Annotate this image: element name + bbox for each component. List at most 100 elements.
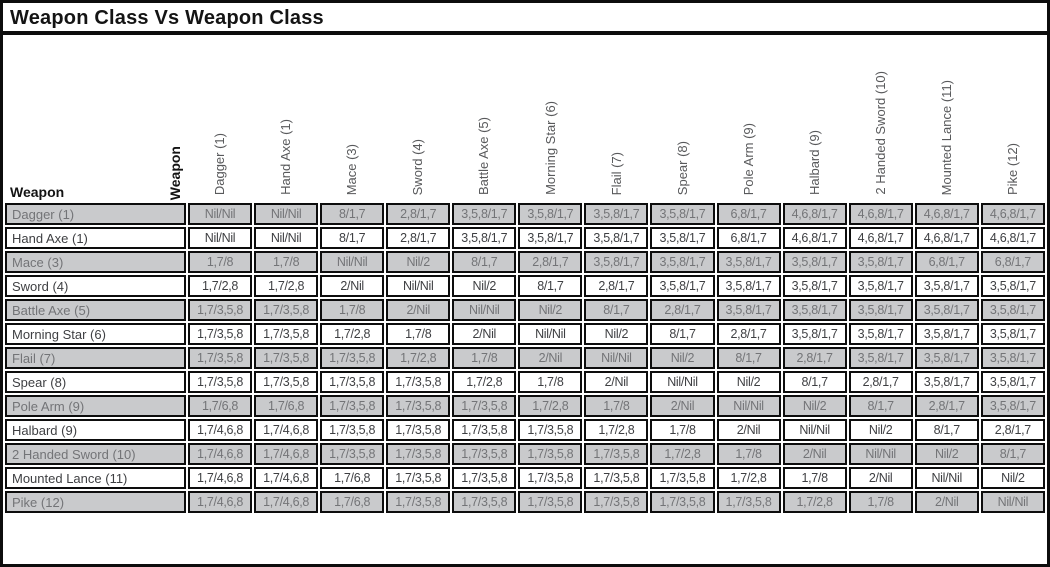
matchup-cell-hand-axe-1-vs-battle-axe-5: 3,5,8/1,7 bbox=[452, 227, 517, 249]
matchup-cell-pike-12-vs-sword-4: 1,7/3,5,8 bbox=[386, 491, 451, 513]
matchup-cell-2-handed-sword-10-vs-sword-4: 1,7/3,5,8 bbox=[386, 443, 451, 465]
matchup-cell-mace-3-vs-battle-axe-5: 8/1,7 bbox=[452, 251, 517, 273]
row-header-flail-7: Flail (7) bbox=[5, 347, 186, 369]
matchup-cell-sword-4-vs-morning-star-6: 8/1,7 bbox=[518, 275, 583, 297]
matchup-cell-spear-8-vs-2-handed-sword-10: 2,8/1,7 bbox=[848, 371, 913, 393]
matchup-cell-morning-star-6-vs-pole-arm-9: 2,8/1,7 bbox=[716, 323, 781, 345]
matchup-cell-halbard-9-vs-pole-arm-9: 2/Nil bbox=[716, 419, 781, 441]
matchup-cell-pike-12-vs-mounted-lance-11: 2/Nil bbox=[914, 491, 979, 513]
matchup-cell-flail-7-vs-dagger-1: 1,7/3,5,8 bbox=[188, 347, 253, 369]
matchup-cell-morning-star-6-vs-hand-axe-1: 1,7/3,5,8 bbox=[254, 323, 319, 345]
matchup-cell-battle-axe-5-vs-pole-arm-9: 3,5,8/1,7 bbox=[716, 299, 781, 321]
matchup-cell-flail-7-vs-pike-12: 3,5,8/1,7 bbox=[980, 347, 1045, 369]
matchup-cell-flail-7-vs-sword-4: 1,7/2,8 bbox=[386, 347, 451, 369]
column-header-row: Weapon Weapon Dagger (1) Hand Axe (1) Mace… bbox=[5, 37, 1045, 201]
matchup-cell-sword-4-vs-mounted-lance-11: 3,5,8/1,7 bbox=[914, 275, 979, 297]
matchup-cell-battle-axe-5-vs-flail-7: 8/1,7 bbox=[584, 299, 649, 321]
matchup-cell-dagger-1-vs-pike-12: 4,6,8/1,7 bbox=[980, 203, 1045, 225]
table-row-sword-4: Sword (4) 1,7/2,8 1,7/2,8 2/Nil Nil/Nil Nil/2… bbox=[5, 275, 1045, 297]
matchup-cell-spear-8-vs-hand-axe-1: 1,7/3,5,8 bbox=[254, 371, 319, 393]
matchup-cell-dagger-1-vs-morning-star-6: 3,5,8/1,7 bbox=[518, 203, 583, 225]
matchup-cell-pole-arm-9-vs-spear-8: 2/Nil bbox=[650, 395, 715, 417]
matchup-cell-morning-star-6-vs-pike-12: 3,5,8/1,7 bbox=[980, 323, 1045, 345]
matchup-cell-mounted-lance-11-vs-pike-12: Nil/2 bbox=[980, 467, 1045, 489]
matchup-cell-mace-3-vs-pole-arm-9: 3,5,8/1,7 bbox=[716, 251, 781, 273]
matchup-cell-spear-8-vs-sword-4: 1,7/3,5,8 bbox=[386, 371, 451, 393]
matchup-cell-pole-arm-9-vs-pole-arm-9: Nil/Nil bbox=[716, 395, 781, 417]
matchup-cell-battle-axe-5-vs-mounted-lance-11: 3,5,8/1,7 bbox=[914, 299, 979, 321]
matchup-cell-mounted-lance-11-vs-halbard-9: 1,7/8 bbox=[782, 467, 847, 489]
matchup-cell-spear-8-vs-halbard-9: 8/1,7 bbox=[782, 371, 847, 393]
matchup-cell-2-handed-sword-10-vs-dagger-1: 1,7/4,6,8 bbox=[188, 443, 253, 465]
column-header-battle-axe-5: Battle Axe (5) bbox=[452, 37, 516, 201]
matchup-cell-halbard-9-vs-morning-star-6: 1,7/3,5,8 bbox=[518, 419, 583, 441]
matchup-cell-2-handed-sword-10-vs-2-handed-sword-10: Nil/Nil bbox=[848, 443, 913, 465]
column-header-spear-8: Spear (8) bbox=[650, 37, 714, 201]
row-header-2-handed-sword-10: 2 Handed Sword (10) bbox=[5, 443, 186, 465]
row-header-mounted-lance-11: Mounted Lance (11) bbox=[5, 467, 186, 489]
matchup-cell-hand-axe-1-vs-2-handed-sword-10: 4,6,8/1,7 bbox=[848, 227, 913, 249]
matchup-cell-2-handed-sword-10-vs-mace-3: 1,7/3,5,8 bbox=[320, 443, 385, 465]
matchup-cell-pole-arm-9-vs-morning-star-6: 1,7/2,8 bbox=[518, 395, 583, 417]
matchup-cell-spear-8-vs-pole-arm-9: Nil/2 bbox=[716, 371, 781, 393]
matchup-cell-morning-star-6-vs-sword-4: 1,7/8 bbox=[386, 323, 451, 345]
column-header-label: Mace (3) bbox=[344, 143, 360, 195]
row-header-morning-star-6: Morning Star (6) bbox=[5, 323, 186, 345]
matchup-cell-mounted-lance-11-vs-spear-8: 1,7/3,5,8 bbox=[650, 467, 715, 489]
matchup-cell-sword-4-vs-pole-arm-9: 3,5,8/1,7 bbox=[716, 275, 781, 297]
column-header-flail-7: Flail (7) bbox=[584, 37, 648, 201]
matchup-cell-spear-8-vs-morning-star-6: 1,7/8 bbox=[518, 371, 583, 393]
column-header-label: Pole Arm (9) bbox=[740, 122, 756, 195]
row-header-pole-arm-9: Pole Arm (9) bbox=[5, 395, 186, 417]
matchup-cell-2-handed-sword-10-vs-halbard-9: 2/Nil bbox=[782, 443, 847, 465]
matchup-cell-mace-3-vs-morning-star-6: 2,8/1,7 bbox=[518, 251, 583, 273]
matchup-cell-pike-12-vs-2-handed-sword-10: 1,7/8 bbox=[848, 491, 913, 513]
matchup-cell-dagger-1-vs-2-handed-sword-10: 4,6,8/1,7 bbox=[848, 203, 913, 225]
column-header-halbard-9: Halbard (9) bbox=[783, 37, 847, 201]
table-row-spear-8: Spear (8) 1,7/3,5,8 1,7/3,5,8 1,7/3,5,8 1,7/… bbox=[5, 371, 1045, 393]
weapon-vs-weapon-table: Weapon Weapon Dagger (1) Hand Axe (1) Mace… bbox=[3, 35, 1047, 515]
matchup-cell-pole-arm-9-vs-pike-12: 3,5,8/1,7 bbox=[980, 395, 1045, 417]
row-axis-label: Weapon bbox=[10, 184, 65, 200]
matchup-cell-dagger-1-vs-dagger-1: Nil/Nil bbox=[188, 203, 253, 225]
matchup-cell-dagger-1-vs-mounted-lance-11: 4,6,8/1,7 bbox=[914, 203, 979, 225]
matchup-cell-halbard-9-vs-battle-axe-5: 1,7/3,5,8 bbox=[452, 419, 517, 441]
matchup-cell-morning-star-6-vs-morning-star-6: Nil/Nil bbox=[518, 323, 583, 345]
matchup-cell-hand-axe-1-vs-mace-3: 8/1,7 bbox=[320, 227, 385, 249]
table-row-mace-3: Mace (3) 1,7/8 1,7/8 Nil/Nil Nil/2 8/1,7 2,8/1… bbox=[5, 251, 1045, 273]
matchup-cell-pole-arm-9-vs-sword-4: 1,7/3,5,8 bbox=[386, 395, 451, 417]
table-row-morning-star-6: Morning Star (6) 1,7/3,5,8 1,7/3,5,8 1,7/2,… bbox=[5, 323, 1045, 345]
matchup-cell-hand-axe-1-vs-sword-4: 2,8/1,7 bbox=[386, 227, 451, 249]
page-title: Weapon Class Vs Weapon Class bbox=[3, 3, 1047, 35]
matchup-cell-flail-7-vs-battle-axe-5: 1,7/8 bbox=[452, 347, 517, 369]
matchup-cell-morning-star-6-vs-spear-8: 8/1,7 bbox=[650, 323, 715, 345]
matchup-cell-hand-axe-1-vs-flail-7: 3,5,8/1,7 bbox=[584, 227, 649, 249]
matchup-cell-pole-arm-9-vs-flail-7: 1,7/8 bbox=[584, 395, 649, 417]
matchup-cell-flail-7-vs-pole-arm-9: 8/1,7 bbox=[716, 347, 781, 369]
matchup-cell-mounted-lance-11-vs-mounted-lance-11: Nil/Nil bbox=[914, 467, 979, 489]
matchup-cell-spear-8-vs-battle-axe-5: 1,7/2,8 bbox=[452, 371, 517, 393]
table-row-flail-7: Flail (7) 1,7/3,5,8 1,7/3,5,8 1,7/3,5,8 1,7/… bbox=[5, 347, 1045, 369]
matchup-cell-morning-star-6-vs-flail-7: Nil/2 bbox=[584, 323, 649, 345]
matchup-cell-pole-arm-9-vs-2-handed-sword-10: 8/1,7 bbox=[848, 395, 913, 417]
matchup-cell-sword-4-vs-2-handed-sword-10: 3,5,8/1,7 bbox=[848, 275, 913, 297]
matchup-cell-mace-3-vs-mace-3: Nil/Nil bbox=[320, 251, 385, 273]
table-row-battle-axe-5: Battle Axe (5) 1,7/3,5,8 1,7/3,5,8 1,7/8 2/N… bbox=[5, 299, 1045, 321]
matchup-cell-pike-12-vs-pole-arm-9: 1,7/3,5,8 bbox=[716, 491, 781, 513]
column-header-pike-12: Pike (12) bbox=[981, 37, 1045, 201]
matchup-cell-dagger-1-vs-halbard-9: 4,6,8/1,7 bbox=[782, 203, 847, 225]
matchup-cell-battle-axe-5-vs-pike-12: 3,5,8/1,7 bbox=[980, 299, 1045, 321]
matchup-cell-morning-star-6-vs-mounted-lance-11: 3,5,8/1,7 bbox=[914, 323, 979, 345]
matchup-cell-pike-12-vs-flail-7: 1,7/3,5,8 bbox=[584, 491, 649, 513]
column-header-morning-star-6: Morning Star (6) bbox=[518, 37, 582, 201]
matchup-cell-pole-arm-9-vs-halbard-9: Nil/2 bbox=[782, 395, 847, 417]
matchup-cell-mounted-lance-11-vs-sword-4: 1,7/3,5,8 bbox=[386, 467, 451, 489]
column-header-mounted-lance-11: Mounted Lance (11) bbox=[915, 37, 979, 201]
matchup-cell-hand-axe-1-vs-pole-arm-9: 6,8/1,7 bbox=[716, 227, 781, 249]
matchup-cell-dagger-1-vs-hand-axe-1: Nil/Nil bbox=[254, 203, 319, 225]
column-header-mace-3: Mace (3) bbox=[320, 37, 384, 201]
matchup-cell-pole-arm-9-vs-mounted-lance-11: 2,8/1,7 bbox=[914, 395, 979, 417]
matchup-cell-battle-axe-5-vs-dagger-1: 1,7/3,5,8 bbox=[188, 299, 253, 321]
column-header-label: Battle Axe (5) bbox=[476, 116, 492, 195]
matchup-cell-halbard-9-vs-2-handed-sword-10: Nil/2 bbox=[848, 419, 913, 441]
